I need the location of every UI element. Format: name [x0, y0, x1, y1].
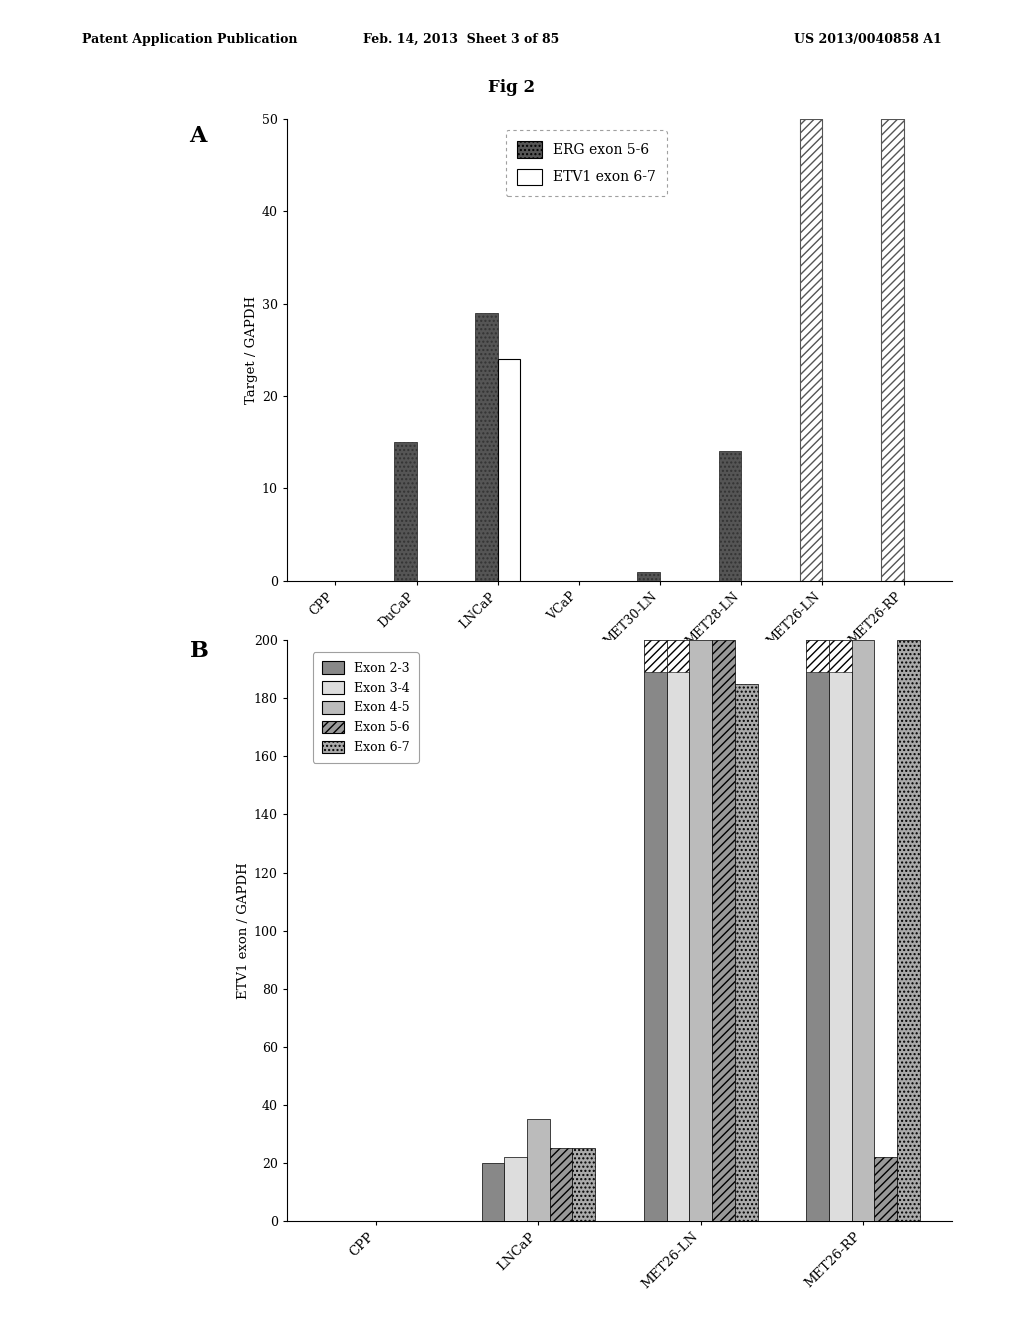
- Text: Fig 2: Fig 2: [488, 79, 536, 96]
- Text: B: B: [189, 640, 208, 663]
- Bar: [644, 640, 667, 1221]
- Bar: [735, 684, 758, 1221]
- Bar: [806, 640, 829, 672]
- Bar: [644, 640, 667, 672]
- Bar: [481, 1163, 504, 1221]
- Bar: [874, 1158, 897, 1221]
- Bar: [689, 640, 712, 1221]
- Bar: [394, 442, 417, 581]
- Bar: [667, 640, 689, 1221]
- Bar: [637, 572, 660, 581]
- Text: Feb. 14, 2013  Sheet 3 of 85: Feb. 14, 2013 Sheet 3 of 85: [362, 33, 559, 46]
- Bar: [800, 119, 822, 581]
- Bar: [719, 451, 741, 581]
- Bar: [881, 119, 903, 581]
- Bar: [667, 640, 689, 672]
- Text: A: A: [189, 125, 207, 148]
- Bar: [572, 1148, 595, 1221]
- Bar: [550, 1148, 572, 1221]
- Y-axis label: ETV1 exon / GAPDH: ETV1 exon / GAPDH: [237, 862, 250, 999]
- Bar: [829, 640, 852, 672]
- Bar: [829, 640, 852, 1221]
- Bar: [527, 1119, 550, 1221]
- Bar: [806, 640, 829, 1221]
- Text: Patent Application Publication: Patent Application Publication: [82, 33, 297, 46]
- Y-axis label: Target / GAPDH: Target / GAPDH: [245, 296, 257, 404]
- Bar: [800, 119, 822, 581]
- Bar: [712, 640, 735, 1221]
- Legend: ERG exon 5-6, ETV1 exon 6-7: ERG exon 5-6, ETV1 exon 6-7: [506, 131, 667, 195]
- Bar: [852, 640, 874, 1221]
- Bar: [881, 119, 903, 581]
- Bar: [498, 359, 520, 581]
- Legend: Exon 2-3, Exon 3-4, Exon 4-5, Exon 5-6, Exon 6-7: Exon 2-3, Exon 3-4, Exon 4-5, Exon 5-6, …: [313, 652, 419, 763]
- Bar: [475, 313, 498, 581]
- Bar: [504, 1158, 527, 1221]
- Text: US 2013/0040858 A1: US 2013/0040858 A1: [795, 33, 942, 46]
- Bar: [897, 640, 920, 1221]
